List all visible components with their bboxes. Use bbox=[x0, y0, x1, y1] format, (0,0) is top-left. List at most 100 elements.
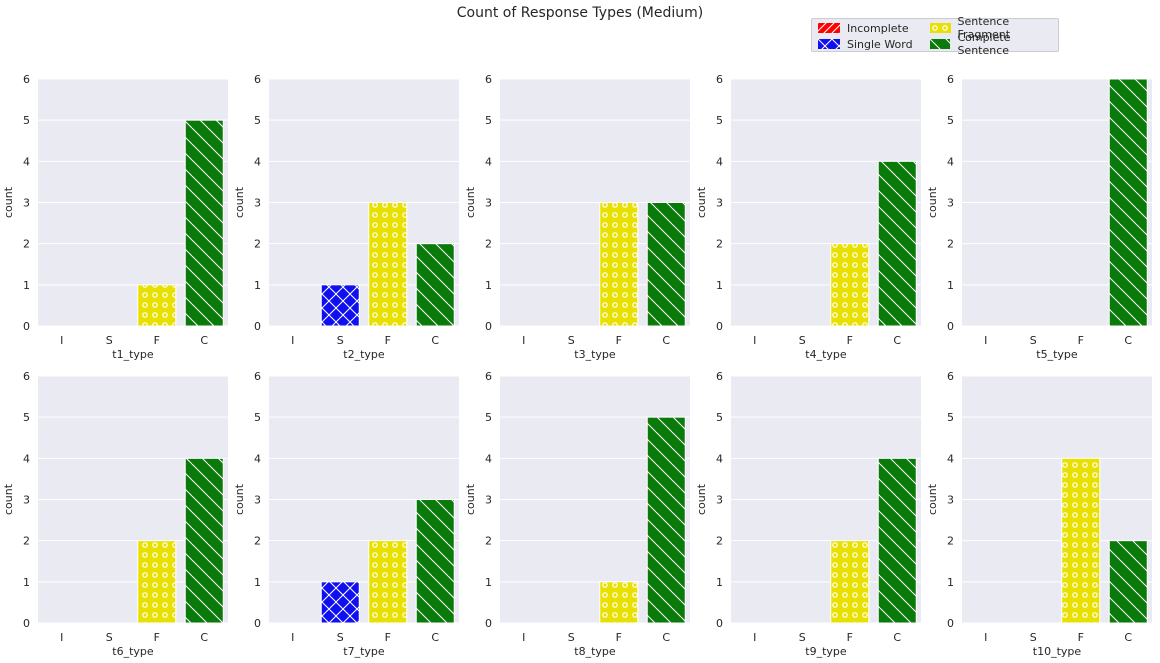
x-tick-label: C bbox=[662, 334, 670, 347]
y-tick-label: 3 bbox=[254, 197, 261, 210]
y-tick-label: 1 bbox=[23, 576, 30, 589]
x-axis-label: t10_type bbox=[1033, 645, 1082, 658]
x-axis-label: t4_type bbox=[805, 348, 847, 361]
legend-swatch-single-word bbox=[818, 39, 840, 49]
y-tick-label: 3 bbox=[716, 494, 723, 507]
y-tick-label: 5 bbox=[716, 114, 723, 127]
bar-C bbox=[415, 243, 455, 327]
y-tick-label: 5 bbox=[947, 114, 954, 127]
x-tick-label: I bbox=[60, 631, 63, 644]
y-tick-label: 2 bbox=[947, 238, 954, 251]
bar-C bbox=[877, 160, 917, 327]
y-tick-label: 4 bbox=[485, 155, 492, 168]
y-axis-label: count bbox=[926, 186, 939, 218]
x-axis-label: t3_type bbox=[574, 348, 616, 361]
bar-F bbox=[137, 284, 177, 327]
x-tick-label: S bbox=[106, 631, 113, 644]
x-tick-label: I bbox=[984, 631, 987, 644]
y-tick-label: 0 bbox=[485, 320, 492, 333]
y-axis-label: count bbox=[233, 483, 246, 515]
y-tick-label: 1 bbox=[716, 576, 723, 589]
x-tick-label: C bbox=[200, 631, 208, 644]
y-tick-label: 6 bbox=[485, 73, 492, 86]
y-axis-label: count bbox=[464, 186, 477, 218]
legend-label-single-word: Single Word bbox=[847, 37, 913, 51]
x-tick-label: C bbox=[431, 631, 439, 644]
x-tick-label: S bbox=[1030, 334, 1037, 347]
bar-C bbox=[184, 119, 224, 327]
x-tick-label: I bbox=[60, 334, 63, 347]
subplot-7: 0 1 2 3 4 5 6 I S F Ct7_type count bbox=[233, 370, 459, 658]
y-tick-label: 3 bbox=[947, 494, 954, 507]
x-tick-label: F bbox=[616, 334, 622, 347]
y-tick-label: 1 bbox=[485, 279, 492, 292]
x-tick-label: F bbox=[616, 631, 622, 644]
x-tick-label: S bbox=[337, 334, 344, 347]
x-tick-label: S bbox=[337, 631, 344, 644]
bar-S bbox=[320, 581, 360, 624]
x-tick-label: I bbox=[522, 334, 525, 347]
y-tick-label: 2 bbox=[23, 238, 30, 251]
subplot-9: 0 1 2 3 4 5 6 I S F Ct9_type count bbox=[695, 370, 921, 658]
bar-C bbox=[646, 416, 686, 624]
x-tick-label: I bbox=[522, 631, 525, 644]
y-tick-label: 4 bbox=[485, 452, 492, 465]
x-tick-label: C bbox=[200, 334, 208, 347]
x-axis-label: t1_type bbox=[112, 348, 154, 361]
y-tick-label: 6 bbox=[23, 73, 30, 86]
bar-F bbox=[368, 540, 408, 624]
y-tick-label: 2 bbox=[485, 238, 492, 251]
x-tick-label: C bbox=[1124, 631, 1132, 644]
y-tick-label: 4 bbox=[254, 452, 261, 465]
y-axis-label: count bbox=[2, 483, 15, 515]
legend-label-incomplete: Incomplete bbox=[847, 21, 909, 35]
y-tick-label: 3 bbox=[23, 494, 30, 507]
y-tick-label: 6 bbox=[716, 73, 723, 86]
y-tick-label: 3 bbox=[254, 494, 261, 507]
x-axis-label: t9_type bbox=[805, 645, 847, 658]
bar-C bbox=[1108, 540, 1148, 624]
x-tick-label: C bbox=[893, 334, 901, 347]
y-tick-label: 0 bbox=[947, 320, 954, 333]
x-tick-label: F bbox=[1078, 631, 1084, 644]
y-tick-label: 3 bbox=[485, 494, 492, 507]
y-tick-label: 6 bbox=[947, 370, 954, 383]
chart-title: Count of Response Types (Medium) bbox=[456, 5, 704, 21]
x-tick-label: F bbox=[1078, 334, 1084, 347]
bar-C bbox=[646, 202, 686, 327]
y-tick-label: 0 bbox=[485, 617, 492, 630]
y-tick-label: 1 bbox=[254, 576, 261, 589]
y-tick-label: 6 bbox=[254, 370, 261, 383]
y-tick-label: 5 bbox=[485, 114, 492, 127]
y-tick-label: 6 bbox=[716, 370, 723, 383]
x-axis-label: t6_type bbox=[112, 645, 154, 658]
x-tick-label: S bbox=[568, 631, 575, 644]
y-tick-label: 5 bbox=[947, 411, 954, 424]
y-tick-label: 1 bbox=[254, 279, 261, 292]
y-tick-label: 5 bbox=[23, 114, 30, 127]
y-tick-label: 3 bbox=[716, 197, 723, 210]
x-tick-label: C bbox=[893, 631, 901, 644]
y-tick-label: 2 bbox=[716, 238, 723, 251]
x-tick-label: F bbox=[154, 631, 160, 644]
y-tick-label: 5 bbox=[254, 114, 261, 127]
x-axis-label: t7_type bbox=[343, 645, 385, 658]
legend-label-sentence-fragment: Sentence Fragment bbox=[957, 15, 1011, 41]
bar-C bbox=[415, 499, 455, 624]
y-tick-label: 2 bbox=[23, 535, 30, 548]
bar-C bbox=[877, 457, 917, 624]
y-tick-label: 0 bbox=[947, 617, 954, 630]
y-tick-label: 4 bbox=[716, 155, 723, 168]
y-tick-label: 5 bbox=[254, 411, 261, 424]
bar-C bbox=[1108, 78, 1148, 327]
y-tick-label: 1 bbox=[947, 279, 954, 292]
y-tick-label: 6 bbox=[254, 73, 261, 86]
y-tick-label: 1 bbox=[485, 576, 492, 589]
legend-label-complete-sentence: Complete Sentence bbox=[957, 31, 1011, 57]
y-tick-label: 0 bbox=[716, 617, 723, 630]
x-tick-label: S bbox=[1030, 631, 1037, 644]
bar-F bbox=[137, 540, 177, 624]
legend-item-single-word: Single Word bbox=[818, 37, 913, 51]
legend-item-incomplete: Incomplete bbox=[818, 21, 909, 35]
